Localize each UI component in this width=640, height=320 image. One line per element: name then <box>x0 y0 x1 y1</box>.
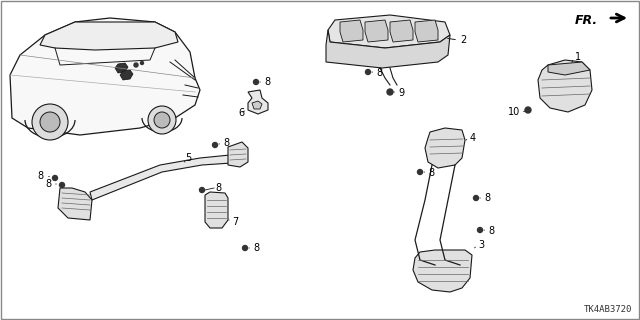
Polygon shape <box>228 142 248 167</box>
Text: 5: 5 <box>185 153 191 163</box>
Text: 8: 8 <box>484 193 490 203</box>
Text: 8: 8 <box>428 168 434 178</box>
Polygon shape <box>58 188 92 220</box>
Text: 2: 2 <box>460 35 467 45</box>
Polygon shape <box>248 90 268 114</box>
Polygon shape <box>548 62 590 75</box>
Text: 10: 10 <box>508 107 520 117</box>
Circle shape <box>60 182 65 188</box>
Polygon shape <box>538 60 592 112</box>
Text: 4: 4 <box>470 133 476 143</box>
Text: FR.: FR. <box>575 13 598 27</box>
Text: 8: 8 <box>253 243 259 253</box>
Circle shape <box>243 245 248 251</box>
Text: 8: 8 <box>223 138 229 148</box>
Polygon shape <box>120 70 133 80</box>
Text: 8: 8 <box>264 77 270 87</box>
Circle shape <box>253 79 259 84</box>
Polygon shape <box>415 20 438 42</box>
Circle shape <box>387 89 393 95</box>
Circle shape <box>52 175 58 180</box>
Polygon shape <box>365 20 388 42</box>
Text: 8: 8 <box>45 179 51 189</box>
Polygon shape <box>413 250 472 292</box>
Polygon shape <box>205 192 228 228</box>
Circle shape <box>200 188 205 193</box>
Text: 8: 8 <box>215 183 221 193</box>
Text: 3: 3 <box>478 240 484 250</box>
Circle shape <box>525 107 531 113</box>
Circle shape <box>40 112 60 132</box>
Text: 9: 9 <box>398 88 404 98</box>
Circle shape <box>477 228 483 233</box>
Polygon shape <box>328 15 450 48</box>
Circle shape <box>154 112 170 128</box>
Polygon shape <box>425 128 465 168</box>
Polygon shape <box>90 155 232 200</box>
Polygon shape <box>40 22 178 50</box>
Circle shape <box>474 196 479 201</box>
Polygon shape <box>326 30 450 68</box>
Polygon shape <box>390 20 413 42</box>
Text: TK4AB3720: TK4AB3720 <box>584 305 632 314</box>
Polygon shape <box>340 20 363 42</box>
Polygon shape <box>10 18 200 135</box>
Polygon shape <box>115 63 128 73</box>
Polygon shape <box>252 101 262 109</box>
Text: 7: 7 <box>232 217 238 227</box>
Circle shape <box>417 170 422 174</box>
Text: 8: 8 <box>488 226 494 236</box>
Text: 1: 1 <box>575 52 581 62</box>
Text: 8: 8 <box>376 68 382 78</box>
Text: 8: 8 <box>38 171 44 181</box>
Circle shape <box>365 69 371 75</box>
Circle shape <box>32 104 68 140</box>
Circle shape <box>148 106 176 134</box>
Circle shape <box>141 61 143 65</box>
Circle shape <box>212 142 218 148</box>
Circle shape <box>134 63 138 67</box>
Text: 6: 6 <box>238 108 244 118</box>
